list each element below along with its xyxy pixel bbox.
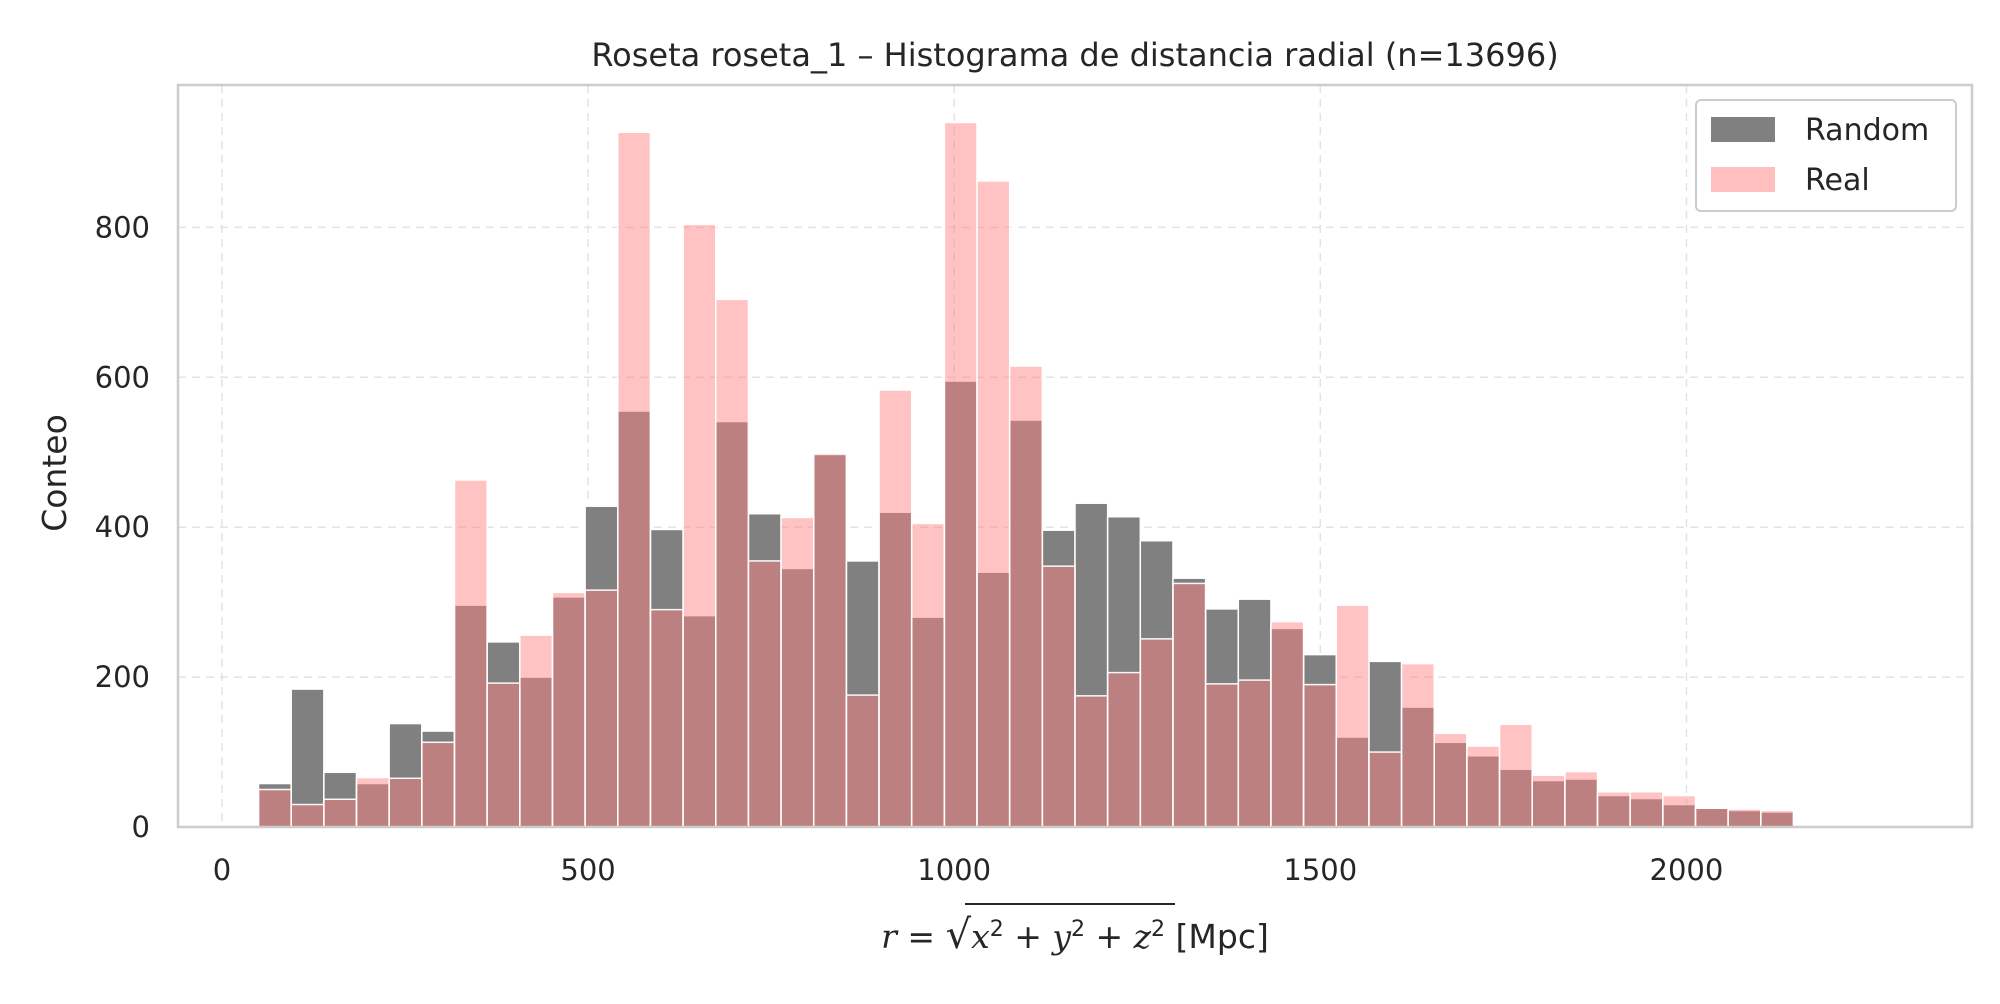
bar-real <box>845 694 880 828</box>
bar-real <box>1531 774 1566 828</box>
bar-real <box>519 634 554 828</box>
y-tick-label: 800 <box>95 210 150 244</box>
bar-random <box>1139 539 1174 828</box>
bar-random <box>551 596 586 828</box>
y-tick-label: 400 <box>95 510 150 544</box>
legend-swatch <box>1711 117 1775 142</box>
bar-real <box>1172 582 1207 828</box>
bar-real <box>649 608 684 828</box>
bar-real <box>1433 732 1468 828</box>
bar-real <box>1498 723 1533 828</box>
bar-real <box>290 803 325 828</box>
bar-real <box>584 589 619 828</box>
y-ticks: 0 200 400 600 800 <box>95 210 150 844</box>
bar-real <box>1760 809 1795 828</box>
bar-real <box>323 798 358 828</box>
bar-random <box>421 730 456 828</box>
bar-random <box>780 567 815 828</box>
bar-real <box>551 591 586 828</box>
x-ticks: 0 500 1000 1500 2000 <box>213 853 1724 887</box>
bar-real <box>910 522 946 828</box>
y-tick-label: 200 <box>95 660 150 694</box>
bar-real <box>780 516 815 828</box>
legend-label: Real <box>1805 163 1870 198</box>
bar-real <box>1466 745 1501 828</box>
bar-real <box>1237 679 1272 828</box>
bar-real <box>617 131 652 828</box>
y-tick-label: 600 <box>95 360 150 394</box>
bar-random <box>1466 755 1501 828</box>
bar-real <box>1074 695 1109 828</box>
bar-random <box>1237 598 1272 828</box>
bar-real <box>1270 620 1305 828</box>
bar-real <box>1662 794 1697 828</box>
bar-random <box>453 604 488 828</box>
bar-real <box>747 560 782 828</box>
bar-real <box>1335 604 1370 828</box>
legend-label: Random <box>1805 113 1929 148</box>
bar-random <box>1204 608 1240 828</box>
svg-text:r = √x2 + y2 + z2 [Mpc]: r = √x2 + y2 + z2 [Mpc] <box>881 912 1269 958</box>
bar-real <box>1368 751 1403 828</box>
bar-real <box>976 180 1011 828</box>
y-axis-label: Conteo <box>35 414 74 532</box>
x-tick-label: 0 <box>213 853 231 887</box>
bar-random <box>1596 794 1631 828</box>
bar-random <box>682 614 717 828</box>
y-tick-label: 0 <box>132 810 150 844</box>
bar-real <box>257 788 292 828</box>
bar-real <box>715 298 750 828</box>
bar-real <box>1596 791 1631 828</box>
bar-real <box>1694 807 1729 828</box>
bar-random <box>1074 502 1109 828</box>
bar-real <box>878 389 913 828</box>
bar-random <box>388 722 423 828</box>
bar-real <box>1139 638 1174 828</box>
bar-real <box>486 682 521 828</box>
bar-random <box>1531 779 1566 828</box>
bar-random <box>649 528 684 828</box>
x-axis-label: r = √x2 + y2 + z2 [Mpc] <box>881 903 1269 958</box>
bar-random <box>617 410 652 828</box>
bar-real <box>1008 365 1044 828</box>
bar-real <box>812 453 848 828</box>
bar-random <box>1008 419 1044 828</box>
bar-real <box>1041 565 1076 828</box>
bar-real <box>1302 683 1338 828</box>
bar-real <box>1564 770 1599 828</box>
bar-real <box>453 479 488 828</box>
x-tick-label: 2000 <box>1650 853 1724 887</box>
bar-real <box>1106 671 1142 828</box>
bar-real <box>1629 791 1664 828</box>
x-tick-label: 1500 <box>1283 853 1357 887</box>
x-tick-label: 1000 <box>917 853 991 887</box>
plot-frame <box>176 83 1974 829</box>
bar-real <box>1727 808 1762 828</box>
chart-title: Roseta roseta_1 – Histograma de distanci… <box>591 36 1558 74</box>
bar-real <box>1204 683 1240 828</box>
bar-random <box>486 641 521 828</box>
bar-real <box>421 741 456 828</box>
series-real <box>257 121 1795 828</box>
legend: Random Real <box>1695 99 1957 212</box>
bar-real <box>388 777 423 828</box>
x-tick-label: 500 <box>560 853 615 887</box>
legend-swatch <box>1711 167 1775 192</box>
bar-real <box>355 776 390 828</box>
bar-real <box>682 223 717 828</box>
bar-real <box>943 121 978 828</box>
bar-real <box>1400 662 1435 828</box>
bars <box>257 121 1795 828</box>
